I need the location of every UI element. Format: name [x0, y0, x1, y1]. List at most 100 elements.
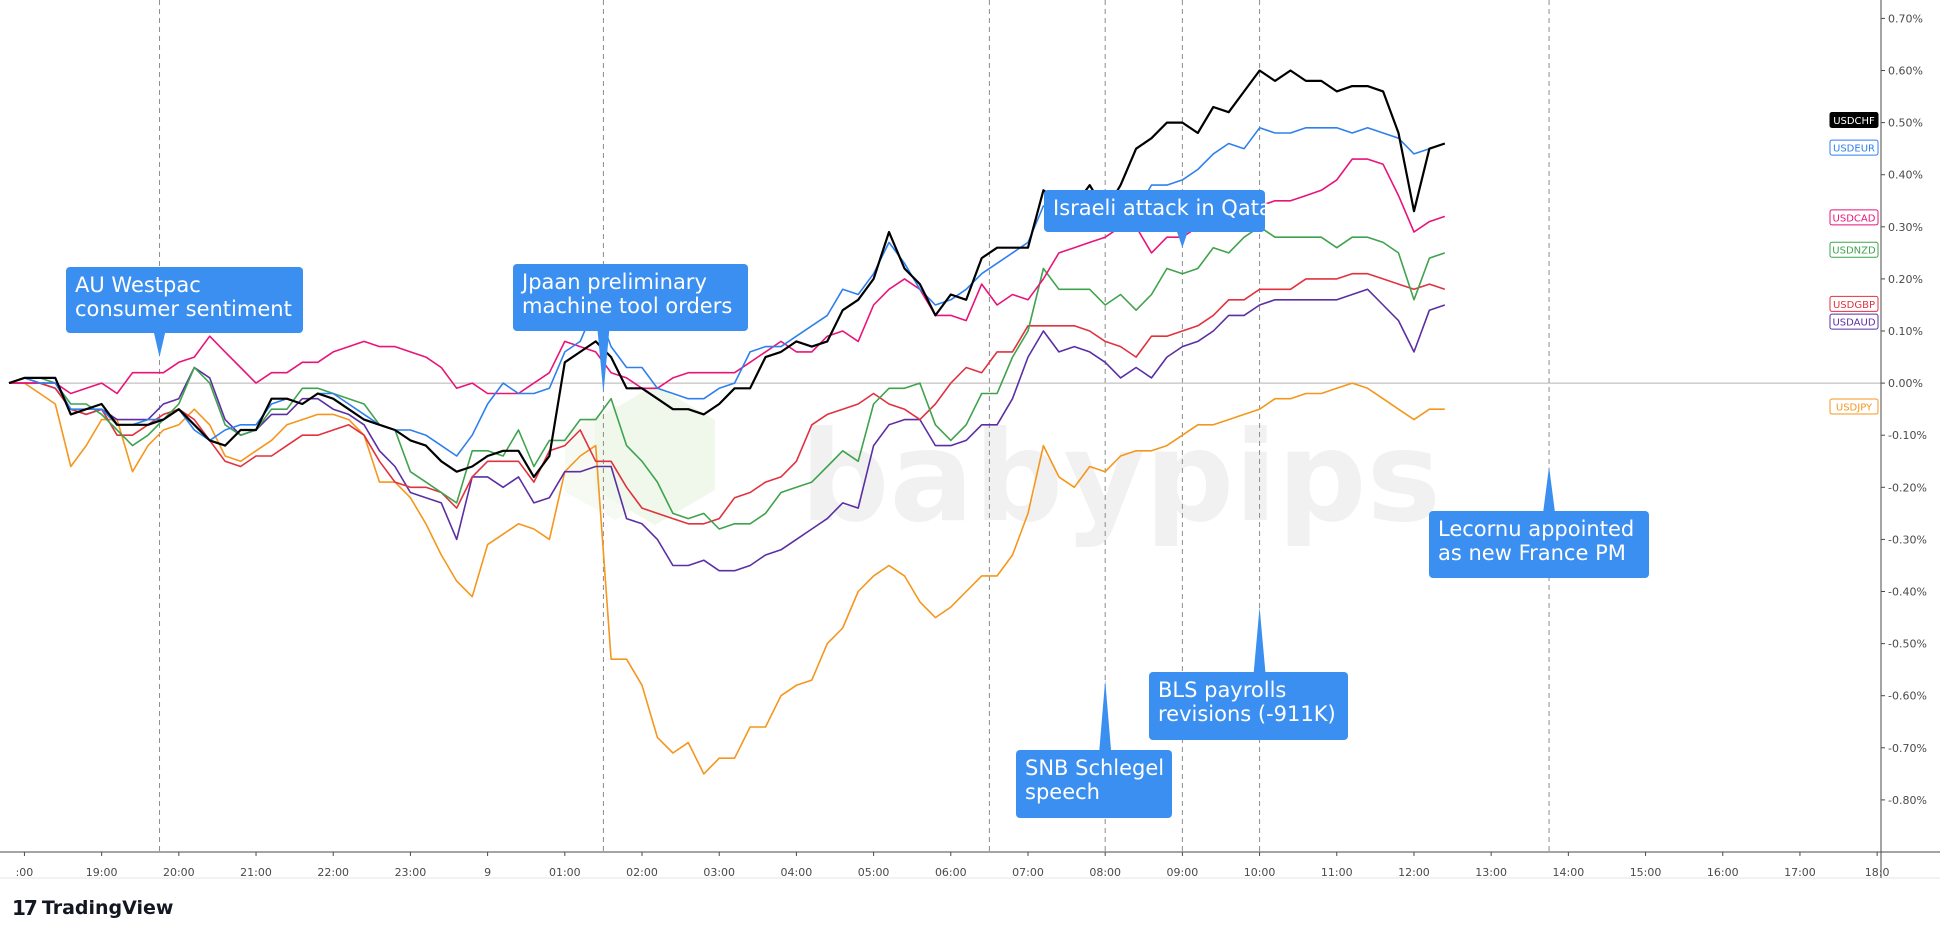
end-label-box	[1829, 209, 1879, 226]
callout-2: Israeli attack in Qatar	[1044, 190, 1281, 248]
end-label-text: USDJPY	[1836, 403, 1873, 414]
x-tick-label-10: 04:00	[781, 866, 813, 879]
x-tick-label-11: 05:00	[858, 866, 890, 879]
y-tick-label-14: -0.70%	[1888, 742, 1927, 755]
callout-box	[66, 267, 303, 333]
y-tick-label-12: -0.50%	[1888, 638, 1927, 651]
x-tick-label-4: 22:00	[317, 866, 349, 879]
x-tick-label-7: 01:00	[549, 866, 581, 879]
event-lines	[159, 0, 1550, 852]
callout-line: revisions (-911K)	[1158, 702, 1336, 726]
x-tick-label-6: 9	[484, 866, 491, 879]
end-label-usdeur: USDEUR	[1829, 139, 1879, 156]
callout-line: machine tool orders	[522, 294, 732, 318]
end-label-usdchf: USDCHF	[1829, 112, 1879, 129]
callout-box	[1429, 511, 1649, 578]
x-tick-label-22: 16:00	[1707, 866, 1739, 879]
callout-line: Israeli attack in Qatar	[1053, 196, 1281, 220]
y-tick-label-3: 0.40%	[1888, 169, 1923, 182]
y-tick-label-11: -0.40%	[1888, 586, 1927, 599]
callout-line: Lecornu appointed	[1438, 517, 1634, 541]
y-tick-label-10: -0.30%	[1888, 533, 1927, 546]
x-tick-label-1: 19:00	[86, 866, 118, 879]
y-tick-label-15: -0.80%	[1888, 794, 1927, 807]
watermark: babypips	[565, 385, 1441, 550]
callout-line: consumer sentiment	[75, 297, 292, 321]
callout-box	[513, 264, 748, 331]
y-tick-label-1: 0.60%	[1888, 65, 1923, 78]
x-tick-label-5: 23:00	[395, 866, 427, 879]
end-label-text: USDGBP	[1833, 300, 1875, 311]
callout-pointer	[1253, 607, 1266, 674]
watermark-hex-logo-back	[565, 405, 665, 520]
y-tick-label-4: 0.30%	[1888, 221, 1923, 234]
watermark-hex-logo	[595, 385, 715, 525]
callout-pointer	[597, 329, 610, 394]
end-label-usdcad: USDCAD	[1829, 209, 1879, 226]
series-line-usdgbp	[9, 272, 1446, 525]
x-tick-label-19: 13:00	[1475, 866, 1507, 879]
callout-line: BLS payrolls	[1158, 678, 1286, 702]
series-line-usdchf	[8, 69, 1446, 478]
x-tick-label-13: 07:00	[1012, 866, 1044, 879]
callout-pointer	[1099, 680, 1112, 752]
end-label-box	[1829, 112, 1879, 129]
x-tick-label-17: 11:00	[1321, 866, 1353, 879]
tradingview-logo-icon: 17	[12, 896, 38, 920]
x-tick-label-21: 15:00	[1630, 866, 1662, 879]
callout-box	[1016, 750, 1172, 818]
watermark-text: babypips	[800, 405, 1441, 550]
y-tick-label-2: 0.50%	[1888, 117, 1923, 130]
x-tick-label-23: 17:00	[1784, 866, 1816, 879]
end-label-box	[1829, 139, 1879, 156]
end-label-text: USDCHF	[1833, 116, 1875, 127]
end-label-box	[1829, 295, 1879, 312]
series-lines	[8, 69, 1446, 775]
y-tick-label-13: -0.60%	[1888, 690, 1927, 703]
x-tick-label-3: 21:00	[240, 866, 272, 879]
series-line-usdjpy	[9, 382, 1445, 775]
y-tick-label-7: 0.00%	[1888, 377, 1923, 390]
callout-pointer	[153, 331, 166, 358]
x-tick-label-15: 09:00	[1167, 866, 1199, 879]
x-axis: :00 19:00 20:00 21:00 22:00 23:00 9 01:00 02:00 0…	[0, 851, 1940, 879]
tradingview-name: TradingView	[41, 897, 174, 919]
end-label-box	[1829, 241, 1879, 258]
end-label-text: USDAUD	[1832, 318, 1875, 329]
y-tick-label-0: 0.70%	[1888, 12, 1923, 25]
end-label-text: USDCAD	[1833, 213, 1876, 224]
callout-pointer	[1176, 230, 1189, 248]
callout-line: SNB Schlegel	[1025, 756, 1164, 780]
x-tick-label-2: 20:00	[163, 866, 195, 879]
x-tick-label-16: 10:00	[1244, 866, 1276, 879]
callout-pointer	[1543, 466, 1556, 513]
series-end-labels: USDCHF USDEUR USDCAD USDNZD USDGBP USDAUD USDJ…	[1829, 112, 1879, 415]
end-label-box	[1829, 313, 1879, 330]
x-tick-label-20: 14:00	[1553, 866, 1585, 879]
tradingview-brand[interactable]: 17 TradingView	[12, 896, 173, 920]
end-label-usdjpy: USDJPY	[1829, 398, 1879, 415]
end-label-usdnzd: USDNZD	[1829, 241, 1879, 258]
x-tick-label-24: 18:0	[1865, 866, 1890, 879]
y-tick-label-9: -0.20%	[1888, 481, 1927, 494]
end-label-usdgbp: USDGBP	[1829, 295, 1879, 312]
x-tick-label-18: 12:00	[1398, 866, 1430, 879]
x-tick-label-14: 08:00	[1089, 866, 1121, 879]
end-label-box	[1829, 398, 1879, 415]
callout-line: speech	[1025, 780, 1100, 804]
end-label-usdaud: USDAUD	[1829, 313, 1879, 330]
x-tick-label-0: :00	[16, 866, 34, 879]
callout-line: as new France PM	[1438, 541, 1626, 565]
end-label-text: USDEUR	[1833, 144, 1875, 155]
y-tick-label-6: 0.10%	[1888, 325, 1923, 338]
callout-line: AU Westpac	[75, 273, 201, 297]
y-tick-label-8: -0.10%	[1888, 429, 1927, 442]
x-tick-label-9: 03:00	[703, 866, 735, 879]
